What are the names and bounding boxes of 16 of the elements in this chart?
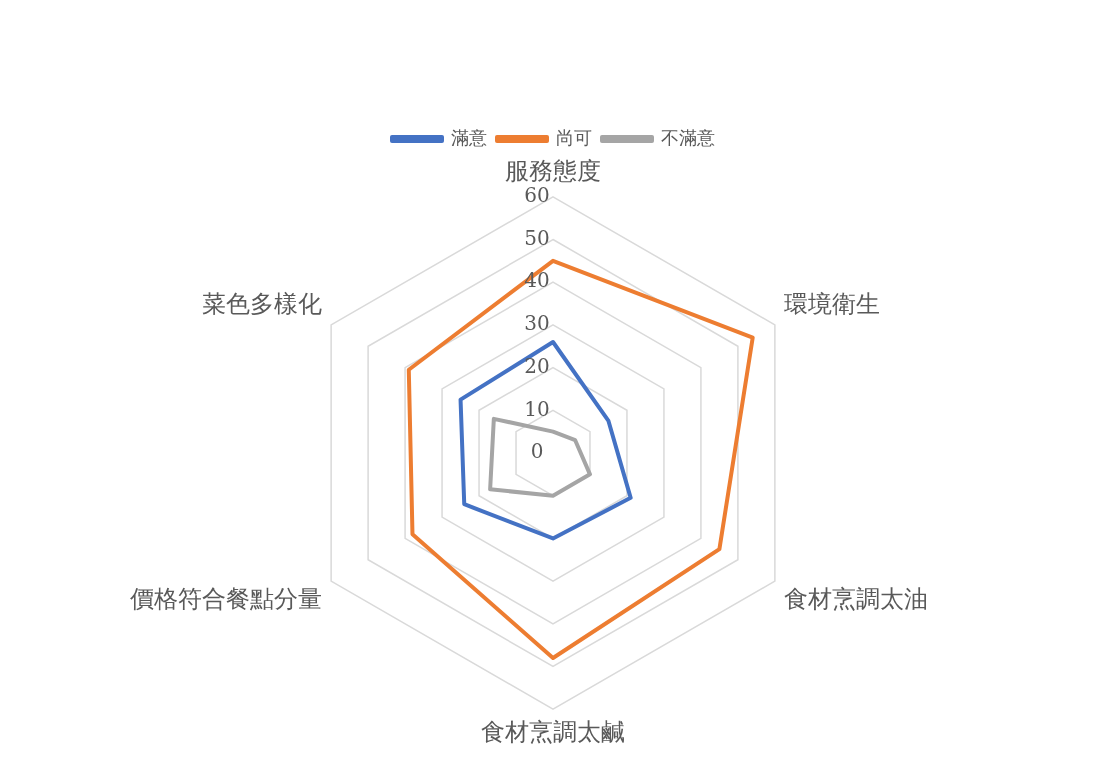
y-tick-label: 10	[524, 396, 550, 421]
y-tick-label: 50	[524, 225, 550, 250]
legend-label: 不滿意	[661, 126, 715, 148]
y-tick-label: 20	[524, 353, 550, 378]
spoke-label: 菜色多樣化	[202, 289, 323, 318]
spoke-label: 服務態度	[505, 156, 601, 185]
spoke-label: 食材烹調太油	[783, 584, 928, 613]
legend-label: 尚可	[556, 126, 592, 148]
spoke-label: 價格符合餐點分量	[130, 584, 323, 613]
y-tick-label: 40	[524, 268, 550, 293]
spoke-label: 食材烹調太鹹	[481, 717, 625, 746]
y-tick-label: 0	[530, 439, 544, 464]
y-tick-label: 60	[524, 183, 550, 207]
y-tick-label: 30	[524, 311, 550, 336]
spoke-label: 環境衛生	[783, 289, 880, 318]
legend-label: 滿意	[451, 126, 487, 148]
